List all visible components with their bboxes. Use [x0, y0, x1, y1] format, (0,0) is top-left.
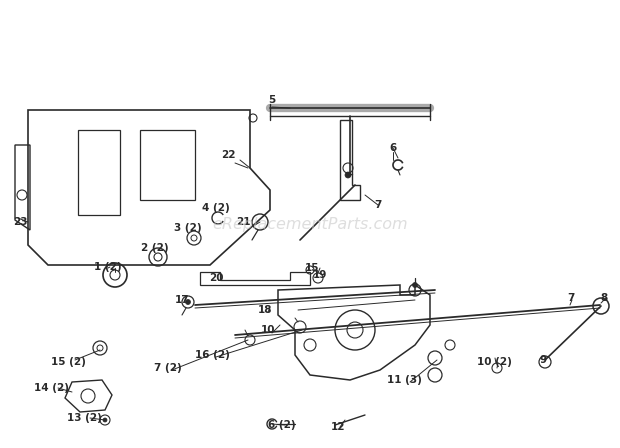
- Text: 6 (2): 6 (2): [268, 420, 296, 430]
- Text: 17: 17: [175, 295, 189, 305]
- Text: 15: 15: [305, 263, 319, 273]
- Text: 18: 18: [258, 305, 272, 315]
- Text: 8: 8: [600, 293, 608, 303]
- Text: 11 (3): 11 (3): [386, 375, 422, 385]
- Text: 13 (2): 13 (2): [66, 413, 102, 423]
- Text: 22: 22: [221, 150, 235, 160]
- Text: 5: 5: [268, 95, 276, 105]
- Text: 14 (2): 14 (2): [35, 383, 69, 393]
- Text: 7: 7: [567, 293, 575, 303]
- Text: 19: 19: [313, 270, 327, 280]
- Text: 4 (2): 4 (2): [202, 203, 230, 213]
- Circle shape: [185, 300, 190, 305]
- Circle shape: [345, 172, 351, 178]
- Text: 6: 6: [389, 143, 397, 153]
- Text: 15 (2): 15 (2): [51, 357, 86, 367]
- Circle shape: [103, 418, 107, 422]
- Circle shape: [412, 283, 417, 288]
- Text: 21: 21: [236, 217, 250, 227]
- Text: 20: 20: [209, 273, 223, 283]
- Text: eReplacementParts.com: eReplacementParts.com: [212, 216, 408, 232]
- Text: 10 (2): 10 (2): [477, 357, 512, 367]
- Text: 9: 9: [539, 355, 547, 365]
- Text: 2 (2): 2 (2): [141, 243, 169, 253]
- Text: 16 (2): 16 (2): [195, 350, 229, 360]
- Text: 23: 23: [13, 217, 27, 227]
- Text: 7 (2): 7 (2): [154, 363, 182, 373]
- Text: 10: 10: [261, 325, 275, 335]
- Text: 3 (2): 3 (2): [174, 223, 202, 233]
- Text: 12: 12: [330, 422, 345, 432]
- Text: 7: 7: [374, 200, 382, 210]
- Text: 1 (2): 1 (2): [94, 262, 122, 272]
